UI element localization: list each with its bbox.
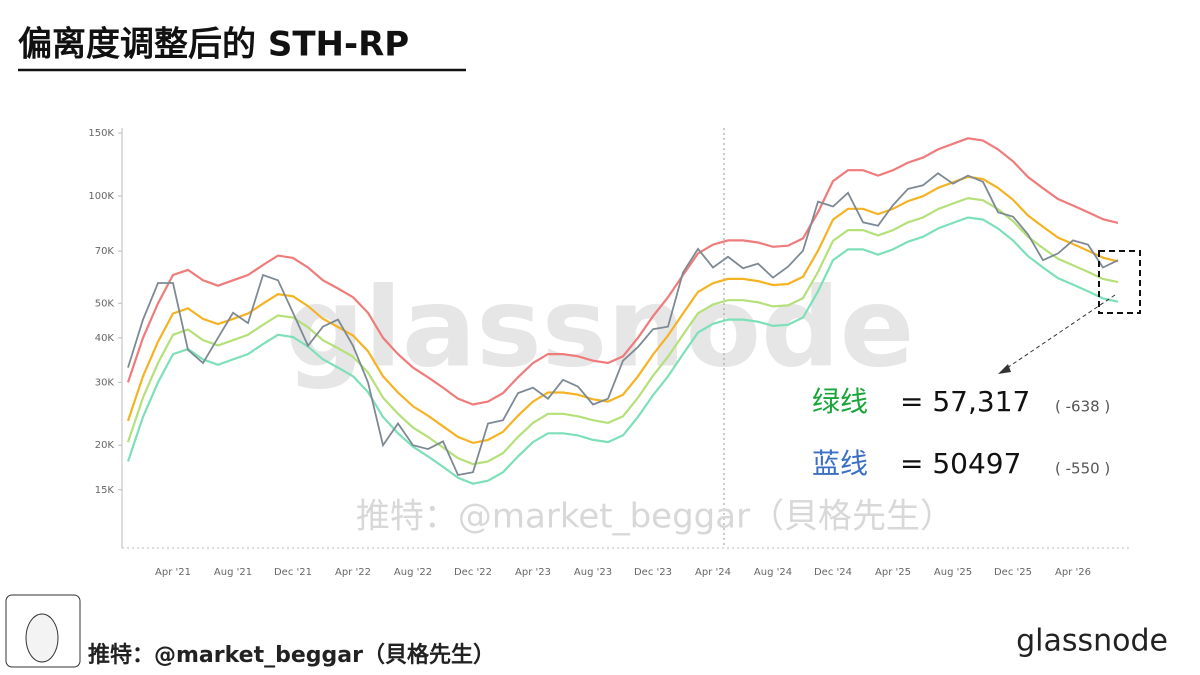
y-tick-label: 100K [88, 191, 114, 202]
annotation-value: = 50497 [900, 447, 1021, 480]
footer-logo: glassnode [1016, 624, 1168, 659]
x-tick-label: Apr '21 [155, 567, 191, 578]
x-tick-label: Dec '25 [994, 567, 1032, 578]
y-tick-label: 15K [95, 485, 115, 496]
annotation-label: 蓝线 [812, 447, 868, 480]
y-tick-label: 40K [95, 333, 115, 344]
x-tick-label: Apr '26 [1055, 567, 1091, 578]
arrow [1003, 294, 1116, 371]
avatar-figure [25, 613, 59, 663]
highlight-box [1098, 250, 1141, 314]
series-line [127, 172, 1119, 477]
x-tick-label: Apr '24 [695, 567, 731, 578]
x-tick-label: Aug '24 [754, 567, 792, 578]
plot [126, 137, 1119, 485]
x-tick-label: Aug '25 [934, 567, 972, 578]
annotation-delta: ( -638 ) [1055, 398, 1110, 416]
x-tick-label: Apr '22 [335, 567, 371, 578]
y-tick-label: 30K [95, 377, 115, 388]
x-tick-label: Dec '21 [274, 567, 312, 578]
series-line [126, 137, 1119, 406]
x-tick-label: Aug '21 [214, 567, 252, 578]
x-tick-label: Apr '23 [515, 567, 551, 578]
annotation-label: 绿线 [812, 385, 868, 418]
x-tick-label: Dec '23 [634, 567, 672, 578]
x-tick-label: Aug '23 [574, 567, 612, 578]
series-line [126, 196, 1119, 466]
overlay-credit: 推特：@market_beggar（貝格先生） [356, 497, 954, 537]
x-tick-label: Dec '24 [814, 567, 852, 578]
annotation-value: = 57,317 [900, 385, 1030, 418]
annotation-delta: ( -550 ) [1055, 460, 1110, 478]
x-tick-label: Apr '25 [875, 567, 911, 578]
y-tick-label: 50K [95, 298, 115, 309]
y-tick-label: 70K [95, 246, 115, 257]
y-tick-label: 150K [88, 128, 114, 139]
x-tick-label: Dec '22 [454, 567, 492, 578]
x-tick-label: Aug '22 [394, 567, 432, 578]
series-line [126, 216, 1119, 485]
y-tick-label: 20K [95, 440, 115, 451]
arrow-head [998, 364, 1011, 374]
footer-credit: 推特：@market_beggar（貝格先生） [88, 642, 495, 668]
page-title: 偏离度调整后的 STH-RP [18, 25, 409, 65]
series-line [126, 175, 1119, 445]
